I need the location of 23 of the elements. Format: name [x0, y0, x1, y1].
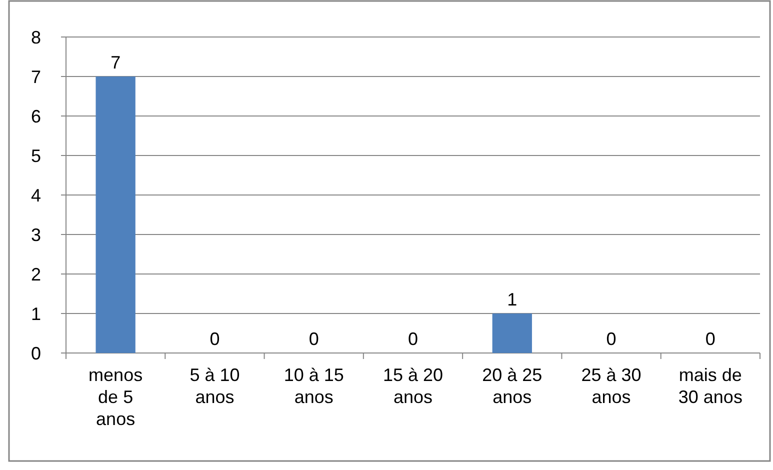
y-tick-label: 2 — [30, 264, 42, 284]
y-tick-label: 3 — [30, 224, 42, 245]
y-tick-label: 7 — [30, 66, 42, 87]
y-tick-label: 4 — [30, 185, 42, 206]
x-tick-label: 20 à 25 anos — [482, 365, 542, 407]
x-tick-label: 15 à 20 anos — [382, 365, 444, 407]
x-tick-label: mais de 30 anos — [678, 365, 742, 407]
y-tick-label: 6 — [30, 106, 42, 126]
x-tick-label: menos de 5 anos — [88, 365, 143, 429]
x-tick-label: 5 à 10 anos — [190, 365, 240, 407]
data-label: 7 — [110, 52, 121, 72]
y-tick-label: 0 — [30, 343, 42, 364]
data-label: 1 — [507, 290, 518, 310]
data-label: 0 — [705, 329, 716, 349]
y-tick-label: 1 — [30, 304, 42, 324]
data-label: 0 — [408, 329, 418, 349]
data-label: 0 — [308, 329, 319, 349]
y-tick-label: 8 — [30, 27, 42, 48]
data-label: 0 — [606, 329, 616, 349]
x-tick-label: 10 à 15 anos — [284, 365, 344, 407]
y-tick-label: 5 — [30, 146, 42, 166]
data-label: 0 — [210, 329, 220, 349]
x-tick-label: 25 à 30 anos — [581, 365, 642, 407]
